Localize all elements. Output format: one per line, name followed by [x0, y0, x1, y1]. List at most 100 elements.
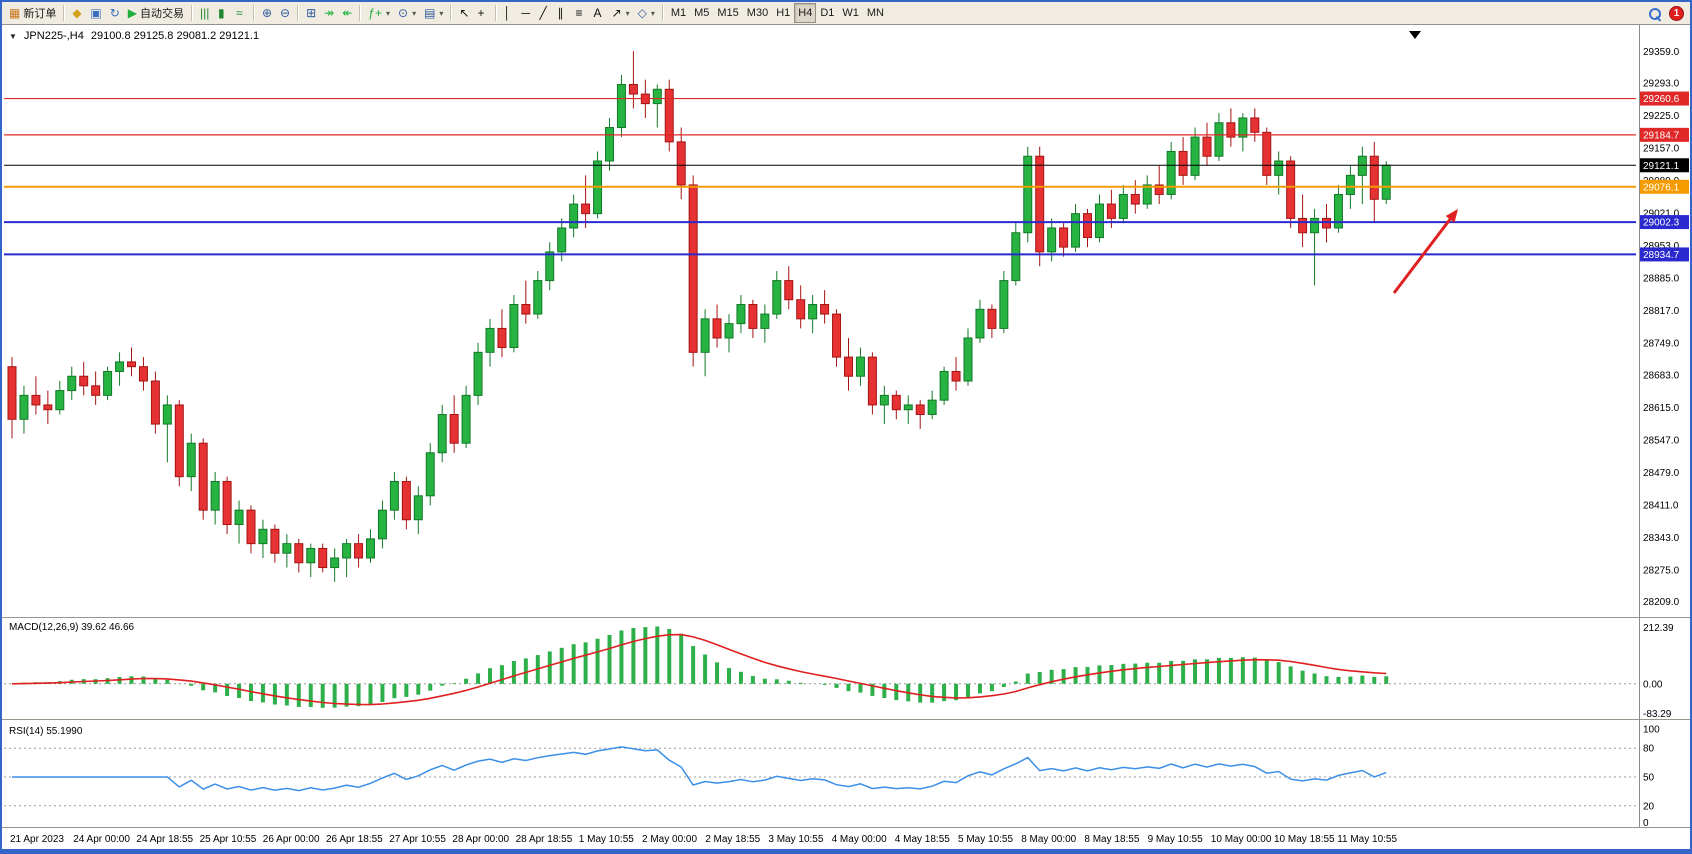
fibonacci-button[interactable]: ≡: [572, 3, 590, 23]
date-label: 26 Apr 18:55: [326, 834, 383, 845]
candle-body: [258, 528, 268, 545]
zoom-in-button[interactable]: ⊕: [258, 3, 276, 23]
candle-body: [1226, 122, 1236, 138]
text-button[interactable]: A: [590, 3, 608, 23]
timeframe-m1-button[interactable]: M1: [667, 3, 690, 23]
search-icon[interactable]: [1648, 7, 1662, 21]
candle-body: [1286, 160, 1296, 219]
trendline-button[interactable]: ╱: [536, 3, 554, 23]
candle-body: [186, 442, 196, 478]
toolbar-separator: [450, 5, 453, 21]
chart-shift-button[interactable]: ↞: [338, 3, 356, 23]
price-tick-label: 29225.0: [1643, 111, 1680, 122]
candle-body: [533, 280, 543, 315]
candle-body: [628, 83, 638, 95]
equidistant-channel-button[interactable]: ∥: [554, 3, 572, 23]
indicators-button[interactable]: ƒ+ ▾: [364, 3, 394, 23]
chart-area[interactable]: 29359.029293.029225.029157.029089.029021…: [2, 25, 1690, 848]
line-chart-button[interactable]: ≈: [232, 3, 250, 23]
horizontal-line-button[interactable]: ─: [518, 3, 536, 23]
shapes-button[interactable]: ◇ ▾: [634, 3, 659, 23]
refresh-button[interactable]: ↻: [106, 3, 124, 23]
timeframe-m5-button[interactable]: M5: [690, 3, 713, 23]
periods-button[interactable]: ⊙ ▾: [394, 3, 420, 23]
market-watch-button[interactable]: ◆: [68, 3, 86, 23]
candle-body: [91, 385, 101, 396]
timeframe-m5-button-label: M5: [694, 7, 710, 19]
bar-chart-icon: |||: [199, 6, 210, 20]
chart-shift-marker[interactable]: [1409, 31, 1421, 39]
candle-body: [103, 370, 113, 396]
rsi-axis-label: 20: [1643, 801, 1655, 812]
toolbar-right: 1: [1648, 2, 1684, 25]
candle-body: [569, 203, 579, 229]
chart-title: ▼ JPN225-,H4 29100.8 29125.8 29081.2 291…: [9, 30, 259, 42]
price-tick-label: 28411.0: [1643, 500, 1679, 511]
candle-body: [79, 375, 89, 387]
timeframe-h1-button-label: H1: [776, 7, 791, 19]
candle-body: [270, 528, 280, 554]
toolbar-separator: [494, 5, 497, 21]
chart-window: 29359.029293.029225.029157.029089.029021…: [2, 25, 1690, 848]
timeframe-h1-button[interactable]: H1: [772, 3, 794, 23]
hline-price-label: [1640, 127, 1689, 142]
notification-badge[interactable]: 1: [1669, 6, 1684, 21]
vertical-line-button[interactable]: │: [500, 3, 518, 23]
timeframe-w1-button[interactable]: W1: [838, 3, 863, 23]
candle-body: [844, 356, 853, 377]
candle-body: [366, 538, 375, 559]
arrows-button[interactable]: ↗ ▾: [608, 3, 634, 23]
templates-button[interactable]: ▤ ▾: [420, 3, 447, 23]
candle-body: [855, 356, 865, 377]
date-label: 24 Apr 18:55: [136, 834, 193, 845]
zoom-out-button[interactable]: ⊖: [276, 3, 294, 23]
candle-body: [605, 127, 614, 162]
fibonacci-icon: ≡: [575, 6, 583, 20]
price-tick-label: 28343.0: [1643, 533, 1680, 544]
trend-arrow-shaft[interactable]: [1392, 217, 1453, 294]
trend-arrow[interactable]: [1392, 209, 1458, 294]
price-tick-label: 28749.0: [1643, 339, 1680, 350]
candle-body: [772, 280, 782, 315]
candle-body: [282, 543, 292, 554]
market-watch-icon: ◆: [72, 6, 82, 20]
new-order-button[interactable]: ▦ 新订单: [5, 3, 60, 23]
tile-windows-button[interactable]: ⊞: [302, 3, 320, 23]
chart-collapse-icon[interactable]: ▼: [9, 31, 17, 41]
price-tick-label: 29293.0: [1643, 79, 1680, 90]
periods-icon: ⊙: [398, 6, 409, 20]
candle-body: [198, 442, 208, 511]
candle-body: [903, 404, 913, 411]
trendline-icon: ╱: [539, 6, 547, 20]
date-label: 4 May 18:55: [895, 834, 950, 845]
candle-body: [1094, 203, 1104, 239]
cursor-button[interactable]: ↖: [455, 3, 473, 23]
autotrading-button[interactable]: ▶ 自动交易: [124, 3, 188, 23]
candle-body: [820, 303, 830, 315]
timeframe-m30-button[interactable]: M30: [743, 3, 772, 23]
macd-signal-line: [11, 633, 1387, 706]
crosshair-button[interactable]: +: [474, 3, 492, 23]
candle-body: [939, 370, 949, 401]
line-chart-icon: ≈: [235, 6, 243, 20]
trend-arrow-head[interactable]: [1445, 209, 1458, 223]
hline-price-text: 29260.6: [1643, 94, 1680, 105]
price-tick-label: 29359.0: [1643, 47, 1680, 58]
timeframe-h4-button[interactable]: H4: [794, 3, 817, 23]
candlestick-chart-button[interactable]: ▮: [214, 3, 232, 23]
hline-price-text: 28934.7: [1643, 250, 1680, 261]
candle-body: [330, 557, 340, 569]
timeframe-mn-button[interactable]: MN: [863, 3, 888, 23]
auto-scroll-button[interactable]: ↠: [320, 3, 338, 23]
candle-body: [31, 394, 41, 406]
rsi-line: [12, 746, 1387, 792]
candle-body: [1059, 227, 1069, 248]
timeframe-m15-button[interactable]: M15: [713, 3, 742, 23]
bar-chart-button[interactable]: |||: [196, 3, 214, 23]
timeframe-d1-button[interactable]: D1: [816, 3, 838, 23]
candle-body: [1322, 217, 1331, 229]
candle-body: [437, 414, 447, 454]
candle-body: [1214, 122, 1224, 157]
print-button[interactable]: ▣: [86, 3, 105, 23]
candle-body: [616, 83, 626, 129]
